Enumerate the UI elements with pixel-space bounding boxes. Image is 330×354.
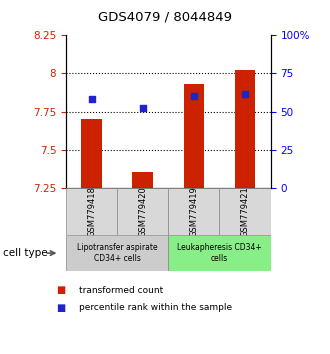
Text: GSM779421: GSM779421 — [241, 186, 249, 237]
Bar — [183, 84, 204, 188]
Text: transformed count: transformed count — [79, 286, 163, 295]
Bar — [66, 188, 117, 235]
Text: Leukapheresis CD34+
cells: Leukapheresis CD34+ cells — [177, 244, 262, 263]
Bar — [66, 235, 168, 271]
Point — [89, 97, 94, 102]
Bar — [219, 188, 271, 235]
Bar — [168, 235, 271, 271]
Bar — [133, 172, 153, 188]
Point — [140, 105, 146, 111]
Text: GSM779418: GSM779418 — [87, 186, 96, 237]
Text: GSM779420: GSM779420 — [138, 186, 147, 237]
Bar — [81, 119, 102, 188]
Text: GDS4079 / 8044849: GDS4079 / 8044849 — [98, 10, 232, 23]
Text: ■: ■ — [56, 285, 65, 295]
Bar — [235, 70, 255, 188]
Bar — [168, 188, 219, 235]
Text: Lipotransfer aspirate
CD34+ cells: Lipotransfer aspirate CD34+ cells — [77, 244, 157, 263]
Bar — [117, 188, 168, 235]
Text: percentile rank within the sample: percentile rank within the sample — [79, 303, 232, 313]
Point — [191, 93, 197, 98]
Point — [242, 92, 248, 97]
Text: GSM779419: GSM779419 — [189, 186, 198, 237]
Text: cell type: cell type — [3, 248, 48, 258]
Text: ■: ■ — [56, 303, 65, 313]
